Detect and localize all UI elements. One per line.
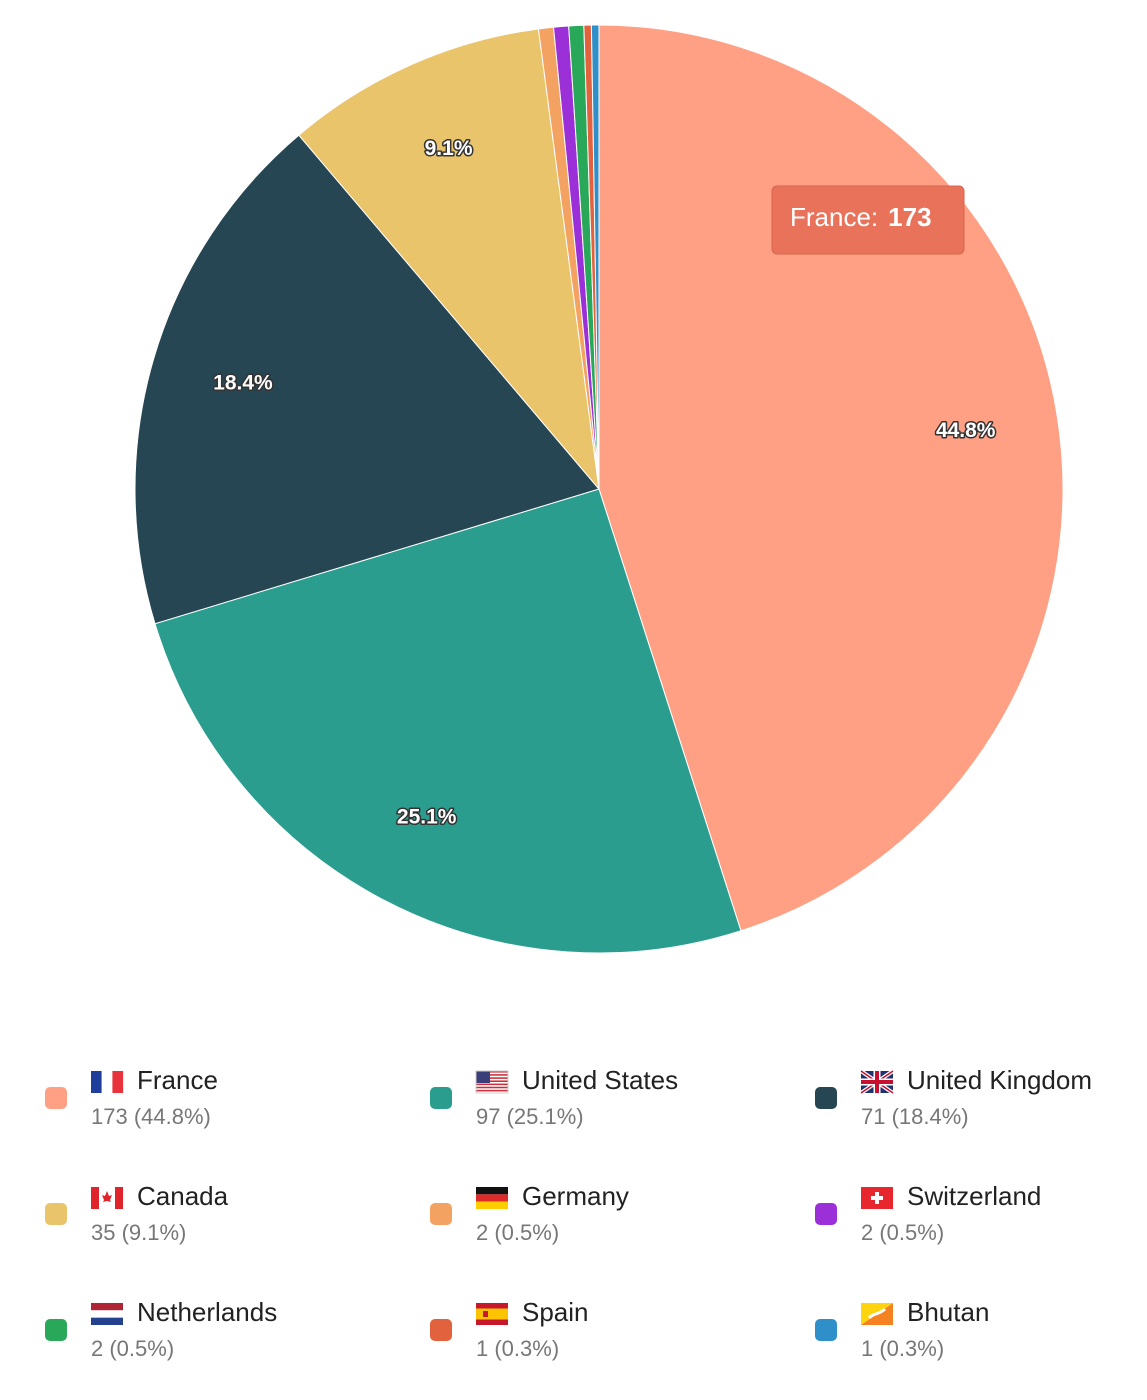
flag-stripe (476, 1071, 508, 1073)
flag-emblem (483, 1311, 488, 1317)
legend-swatch (430, 1203, 452, 1225)
legend-swatch (815, 1319, 837, 1341)
slice (590, 24, 600, 490)
legend-flag (476, 1303, 508, 1325)
legend-flag (861, 1187, 893, 1209)
flag-border (475, 1070, 509, 1094)
pie (134, 24, 1064, 954)
legend-name: Canada (137, 1181, 229, 1211)
flag-stripe (91, 1303, 123, 1311)
legend-flag (91, 1303, 123, 1325)
legend-item: Germany 2 (0.5%) (430, 1181, 629, 1245)
legend-name: France (137, 1065, 218, 1095)
flag-stripe (476, 1187, 508, 1195)
flag-band (476, 1308, 508, 1320)
flag-stripe (476, 1089, 508, 1092)
legend-name: Netherlands (137, 1297, 277, 1327)
legend-value: 173 (44.8%) (91, 1104, 211, 1129)
flag-cross (861, 1071, 893, 1093)
legend-flag (861, 1303, 893, 1325)
legend-name: Switzerland (907, 1181, 1041, 1211)
slice (298, 28, 600, 491)
legend-item: Canada 35 (9.1%) (45, 1181, 229, 1245)
legend-value: 1 (0.3%) (861, 1336, 944, 1361)
flag-stripe (476, 1086, 508, 1089)
legend-swatch (45, 1319, 67, 1341)
legend-swatch (815, 1203, 837, 1225)
flag-stripe (476, 1080, 508, 1082)
flag-stripe (476, 1194, 508, 1202)
legend-swatch (45, 1203, 67, 1225)
flag-stripe (476, 1201, 508, 1209)
flag-leaf (102, 1191, 112, 1202)
slice-label: 9.1% (425, 137, 473, 160)
flag-stripe (91, 1317, 123, 1325)
legend-swatch (45, 1087, 67, 1109)
flag-band (91, 1187, 99, 1209)
legend-value: 97 (25.1%) (476, 1104, 584, 1129)
flag-cross (871, 1192, 883, 1204)
legend-flag (91, 1187, 123, 1209)
legend-item: Netherlands 2 (0.5%) (45, 1297, 277, 1361)
tooltip: France: 173 (771, 185, 965, 255)
slice-label: 25.1% (397, 805, 457, 828)
legend-swatch (430, 1087, 452, 1109)
legend-name: Bhutan (907, 1297, 989, 1327)
legend-swatch (815, 1087, 837, 1109)
legend-flag (475, 1070, 509, 1094)
tooltip-box (771, 185, 965, 255)
flag-stripe (476, 1077, 508, 1079)
tooltip-label: France: (790, 202, 878, 232)
legend-item: Bhutan 1 (0.3%) (815, 1297, 989, 1361)
flag-canton (476, 1071, 490, 1083)
slice-label: 44.8% (936, 419, 996, 442)
slice-labels: 44.8% 25.1% 18.4% 9.1% (212, 136, 998, 830)
legend-name: Germany (522, 1181, 629, 1211)
legend-flag (91, 1071, 124, 1093)
legend-name: United Kingdom (907, 1065, 1092, 1095)
legend-name: Spain (522, 1297, 589, 1327)
slice (134, 134, 600, 625)
legend-flag (476, 1187, 508, 1209)
slice-label: 18.4% (213, 372, 273, 395)
legend-value: 2 (0.5%) (476, 1220, 559, 1245)
flag-stripe (476, 1083, 508, 1086)
legend-value: 35 (9.1%) (91, 1220, 186, 1245)
tooltip-value: 173 (888, 202, 931, 232)
legend-item: Switzerland 2 (0.5%) (815, 1181, 1041, 1245)
legend-item: France 173 (44.8%) (45, 1065, 218, 1129)
legend-value: 2 (0.5%) (91, 1336, 174, 1361)
legend: France 173 (44.8%) United States 97 (25.1%)… (45, 1065, 1092, 1361)
legend-value: 71 (18.4%) (861, 1104, 969, 1129)
legend-value: 1 (0.3%) (476, 1336, 559, 1361)
legend-item: United Kingdom 71 (18.4%) (815, 1065, 1092, 1129)
legend-item: United States 97 (25.1%) (430, 1065, 678, 1129)
flag-stripe (112, 1071, 124, 1093)
tooltip-text: France: 173 (790, 202, 932, 232)
flag-stripe (476, 1074, 508, 1076)
legend-flag (859, 1069, 895, 1095)
flag-stripe (101, 1071, 113, 1093)
flag-stripe (91, 1071, 102, 1093)
flag-dragon (867, 1307, 887, 1320)
flag-stripe (91, 1310, 123, 1318)
flag-band (115, 1187, 123, 1209)
legend-name: United States (522, 1065, 678, 1095)
slice (154, 488, 742, 954)
legend-item: Spain 1 (0.3%) (430, 1297, 589, 1361)
legend-swatch (430, 1319, 452, 1341)
legend-value: 2 (0.5%) (861, 1220, 944, 1245)
